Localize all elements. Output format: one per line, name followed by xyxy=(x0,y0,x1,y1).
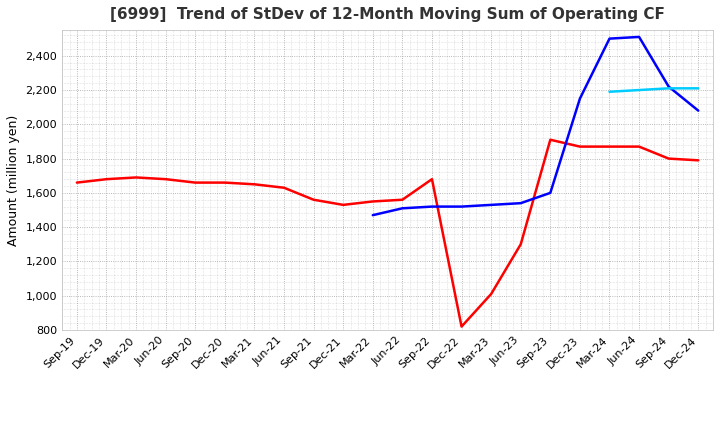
5 Years xyxy=(575,96,584,101)
3 Years xyxy=(161,176,170,182)
3 Years xyxy=(457,324,466,329)
7 Years xyxy=(635,88,644,93)
3 Years xyxy=(516,242,525,247)
3 Years xyxy=(132,175,140,180)
5 Years xyxy=(635,34,644,40)
3 Years xyxy=(575,144,584,149)
3 Years xyxy=(369,199,377,204)
3 Years xyxy=(102,176,111,182)
5 Years xyxy=(369,213,377,218)
3 Years xyxy=(250,182,258,187)
3 Years xyxy=(428,176,436,182)
5 Years xyxy=(665,84,673,89)
3 Years xyxy=(694,158,703,163)
Line: 5 Years: 5 Years xyxy=(373,37,698,215)
3 Years xyxy=(635,144,644,149)
Y-axis label: Amount (million yen): Amount (million yen) xyxy=(7,114,20,246)
Line: 7 Years: 7 Years xyxy=(610,88,698,92)
5 Years xyxy=(546,190,554,195)
3 Years xyxy=(487,291,495,297)
5 Years xyxy=(487,202,495,208)
3 Years xyxy=(310,197,318,202)
3 Years xyxy=(665,156,673,161)
3 Years xyxy=(279,185,288,191)
3 Years xyxy=(398,197,407,202)
3 Years xyxy=(546,137,554,143)
5 Years xyxy=(457,204,466,209)
Title: [6999]  Trend of StDev of 12-Month Moving Sum of Operating CF: [6999] Trend of StDev of 12-Month Moving… xyxy=(110,7,665,22)
Line: 3 Years: 3 Years xyxy=(77,140,698,326)
5 Years xyxy=(398,205,407,211)
5 Years xyxy=(516,201,525,206)
7 Years xyxy=(606,89,614,95)
3 Years xyxy=(339,202,348,208)
5 Years xyxy=(428,204,436,209)
3 Years xyxy=(606,144,614,149)
3 Years xyxy=(73,180,81,185)
7 Years xyxy=(694,86,703,91)
3 Years xyxy=(191,180,199,185)
5 Years xyxy=(606,36,614,41)
5 Years xyxy=(694,108,703,113)
7 Years xyxy=(665,86,673,91)
3 Years xyxy=(220,180,229,185)
